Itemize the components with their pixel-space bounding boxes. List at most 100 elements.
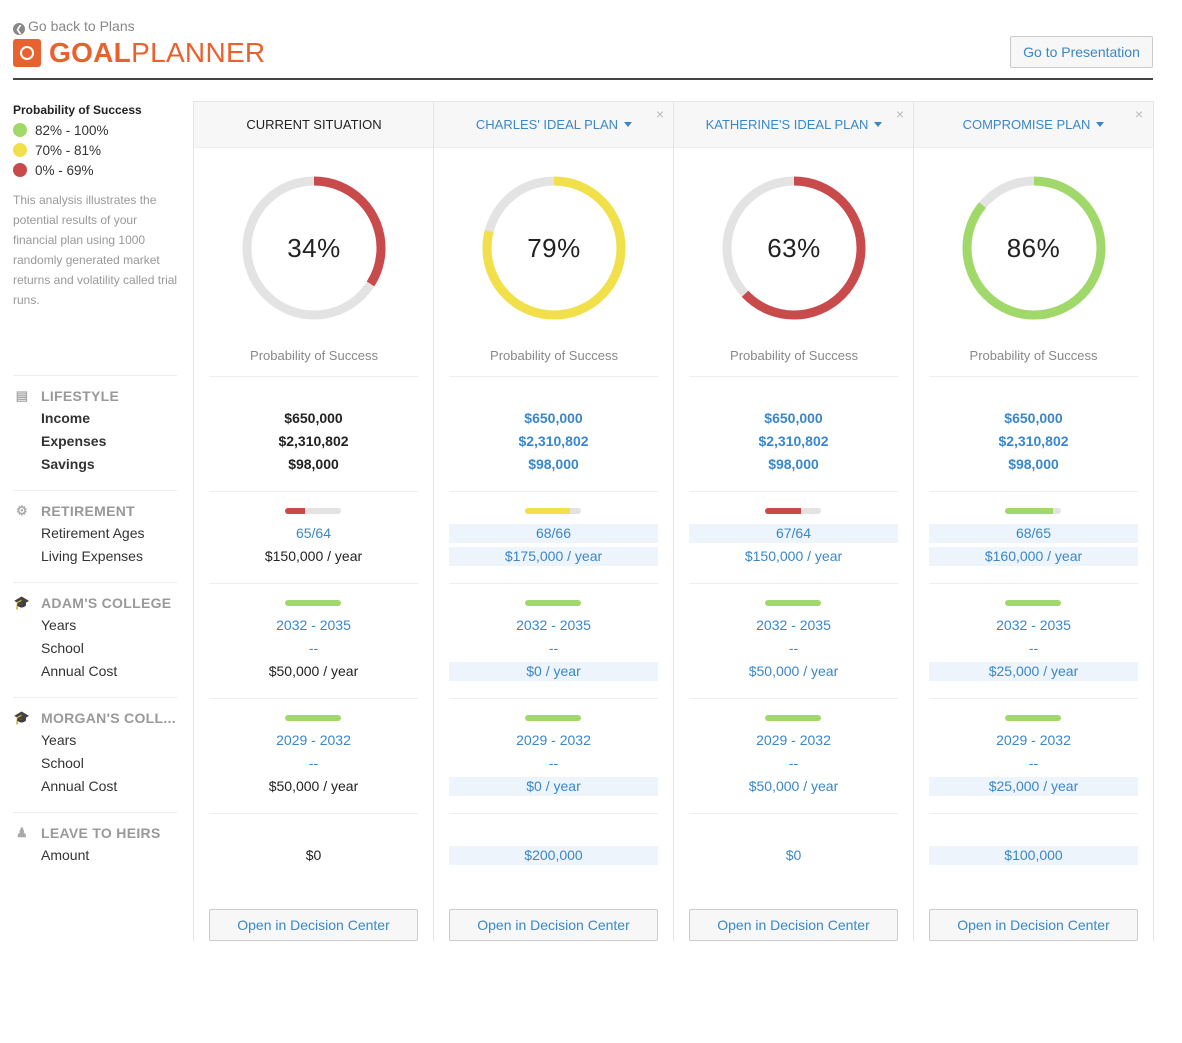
section-title: RETIREMENT bbox=[41, 502, 135, 519]
divider bbox=[13, 697, 177, 698]
progress-bar bbox=[525, 600, 581, 606]
legend-label: 0% - 69% bbox=[35, 162, 94, 178]
section-4: ♟ LEAVE TO HEIRS Amount bbox=[13, 821, 177, 867]
adam-years-value: 2032 - 2035 bbox=[276, 617, 351, 633]
back-to-plans-link[interactable]: ❮ Go back to Plans bbox=[13, 18, 135, 35]
row-label: Amount bbox=[41, 847, 90, 863]
open-decision-center-button[interactable]: Open in Decision Center bbox=[929, 909, 1138, 941]
retirement-ages-value[interactable]: 67/64 bbox=[689, 524, 898, 543]
caret-down-icon[interactable] bbox=[624, 122, 633, 127]
morgan-years-value: 2029 - 2032 bbox=[276, 732, 351, 748]
donut-arc bbox=[482, 176, 626, 320]
go-to-presentation-button[interactable]: Go to Presentation bbox=[1010, 36, 1153, 68]
close-icon[interactable]: × bbox=[895, 106, 904, 122]
section-title: MORGAN'S COLL... bbox=[41, 709, 176, 726]
section-0: ▤ LIFESTYLE Income Expenses Savings bbox=[13, 384, 177, 476]
morgan-school-value[interactable]: -- bbox=[1028, 755, 1039, 771]
column-title[interactable]: COMPROMISE PLAN bbox=[962, 117, 1091, 132]
row-label: Expenses bbox=[41, 433, 107, 449]
column-header[interactable]: COMPROMISE PLAN × bbox=[914, 101, 1153, 148]
divider bbox=[13, 582, 177, 583]
heirs-amount-value[interactable]: $0 bbox=[785, 847, 802, 863]
divider bbox=[13, 812, 177, 813]
caret-down-icon[interactable] bbox=[1096, 122, 1105, 127]
users-icon: ♟ bbox=[16, 824, 28, 840]
living-expenses-value[interactable]: $160,000 / year bbox=[929, 547, 1138, 566]
divider bbox=[689, 583, 898, 584]
morgan-cost-value[interactable]: $25,000 / year bbox=[929, 777, 1138, 796]
adam-years-value[interactable]: 2032 - 2035 bbox=[756, 617, 831, 633]
divider bbox=[929, 698, 1138, 699]
savings-value[interactable]: $98,000 bbox=[1008, 456, 1059, 472]
adam-years-value[interactable]: 2032 - 2035 bbox=[996, 617, 1071, 633]
row-label: School bbox=[41, 640, 84, 656]
morgan-cost-value[interactable]: $50,000 / year bbox=[748, 778, 839, 794]
caret-down-icon[interactable] bbox=[874, 122, 883, 127]
section-2: 🎓 ADAM'S COLLEGE Years School Annual Cost bbox=[13, 591, 177, 683]
expenses-value[interactable]: $2,310,802 bbox=[518, 433, 589, 449]
open-decision-center-button[interactable]: Open in Decision Center bbox=[209, 909, 418, 941]
progress-bar bbox=[285, 508, 341, 514]
morgan-years-value[interactable]: 2029 - 2032 bbox=[996, 732, 1071, 748]
expenses-value[interactable]: $2,310,802 bbox=[758, 433, 829, 449]
logo-bold: GOAL bbox=[49, 37, 132, 68]
adam-school-value[interactable]: -- bbox=[788, 640, 799, 656]
legend-item: 70% - 81% bbox=[13, 140, 183, 160]
divider bbox=[209, 698, 418, 699]
section-1: ⚙ RETIREMENT Retirement Ages Living Expense… bbox=[13, 499, 177, 568]
adam-cost-value[interactable]: $25,000 / year bbox=[929, 662, 1138, 681]
row-label: Income bbox=[41, 410, 91, 426]
probability-donut bbox=[242, 176, 386, 320]
probability-donut bbox=[482, 176, 626, 320]
morgan-years-value[interactable]: 2029 - 2032 bbox=[516, 732, 591, 748]
probability-percent: 63% bbox=[767, 233, 821, 263]
divider bbox=[689, 698, 898, 699]
close-icon[interactable]: × bbox=[1134, 106, 1143, 122]
adam-school-value[interactable]: -- bbox=[548, 640, 559, 656]
heirs-amount-value[interactable]: $200,000 bbox=[449, 846, 658, 865]
open-decision-center-button[interactable]: Open in Decision Center bbox=[689, 909, 898, 941]
close-icon[interactable]: × bbox=[655, 106, 664, 122]
adam-school-value[interactable]: -- bbox=[1028, 640, 1039, 656]
morgan-school-value[interactable]: -- bbox=[548, 755, 559, 771]
row-label: Annual Cost bbox=[41, 778, 118, 794]
adam-school-value: -- bbox=[308, 640, 319, 656]
savings-value: $98,000 bbox=[288, 456, 339, 472]
income-value[interactable]: $650,000 bbox=[1004, 410, 1063, 426]
morgan-years-value[interactable]: 2029 - 2032 bbox=[756, 732, 831, 748]
logo-light: PLANNER bbox=[131, 37, 266, 68]
column-title[interactable]: KATHERINE'S IDEAL PLAN bbox=[705, 117, 869, 132]
living-expenses-value[interactable]: $175,000 / year bbox=[449, 547, 658, 566]
divider bbox=[929, 813, 1138, 814]
divider bbox=[929, 376, 1138, 377]
adam-cost-value[interactable]: $50,000 / year bbox=[748, 663, 839, 679]
section-title: ADAM'S COLLEGE bbox=[41, 594, 172, 611]
heirs-amount-value[interactable]: $100,000 bbox=[929, 846, 1138, 865]
column-title[interactable]: CHARLES' IDEAL PLAN bbox=[475, 117, 619, 132]
progress-bar bbox=[285, 600, 341, 606]
column-header[interactable]: KATHERINE'S IDEAL PLAN × bbox=[674, 101, 914, 148]
divider bbox=[689, 813, 898, 814]
legend-label: 70% - 81% bbox=[35, 142, 102, 158]
savings-value[interactable]: $98,000 bbox=[528, 456, 579, 472]
retirement-ages-value[interactable]: 68/66 bbox=[449, 524, 658, 543]
living-expenses-value[interactable]: $150,000 / year bbox=[744, 548, 843, 564]
legend-dot bbox=[13, 123, 27, 137]
legend-item: 0% - 69% bbox=[13, 160, 183, 180]
logo-icon bbox=[13, 39, 41, 67]
column-header[interactable]: CHARLES' IDEAL PLAN × bbox=[434, 101, 674, 148]
divider bbox=[209, 583, 418, 584]
open-decision-center-button[interactable]: Open in Decision Center bbox=[449, 909, 658, 941]
plan-column: CURRENT SITUATION 34% Probability of Suc… bbox=[193, 101, 434, 941]
morgan-school-value[interactable]: -- bbox=[788, 755, 799, 771]
morgan-cost-value[interactable]: $0 / year bbox=[449, 777, 658, 796]
expenses-value[interactable]: $2,310,802 bbox=[998, 433, 1069, 449]
divider bbox=[209, 376, 418, 377]
income-value[interactable]: $650,000 bbox=[764, 410, 823, 426]
savings-value[interactable]: $98,000 bbox=[768, 456, 819, 472]
retirement-ages-value[interactable]: 68/65 bbox=[929, 524, 1138, 543]
income-value[interactable]: $650,000 bbox=[524, 410, 583, 426]
adam-years-value[interactable]: 2032 - 2035 bbox=[516, 617, 591, 633]
adam-cost-value[interactable]: $0 / year bbox=[449, 662, 658, 681]
divider bbox=[449, 813, 658, 814]
